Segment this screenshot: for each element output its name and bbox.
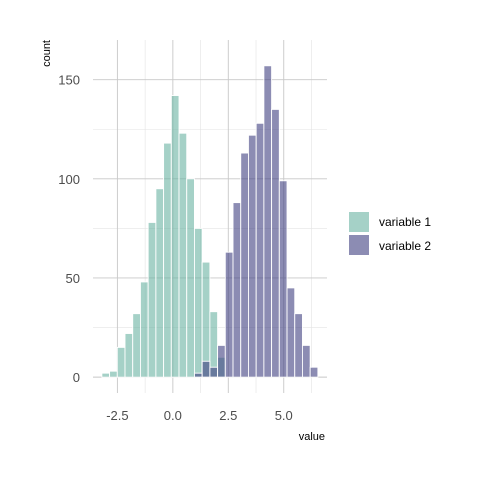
bar-variable-2	[201, 360, 211, 378]
bar-variable-1	[132, 313, 141, 378]
bar-variable-1	[186, 178, 195, 378]
legend-label-variable-2: variable 2	[379, 239, 431, 253]
bar-variable-2	[255, 122, 265, 378]
bar-variable-1	[101, 372, 111, 378]
x-tick-label: 5.0	[275, 408, 293, 423]
x-tick-label: 0.0	[164, 408, 182, 423]
bar-variable-1	[155, 188, 165, 378]
bar-variable-1	[139, 281, 149, 378]
bar-variable-1	[170, 95, 180, 378]
bar-variable-2	[278, 180, 288, 378]
bar-variable-2	[217, 344, 226, 378]
bar-variable-2	[209, 366, 219, 378]
bar-variable-1	[147, 221, 157, 378]
ticks-layer: -2.5 0.0 2.5 5.0 0 50 100 150	[58, 73, 292, 423]
bar-variable-2	[232, 202, 242, 378]
x-axis-title: value	[299, 431, 325, 443]
x-tick-label: 2.5	[219, 408, 237, 423]
y-axis-title: count	[41, 40, 53, 67]
bar-variable-2	[248, 134, 257, 378]
y-tick-label: 150	[58, 73, 80, 88]
bar-variable-2	[194, 372, 203, 378]
bar-variable-2	[294, 313, 303, 378]
bar-variable-1	[178, 132, 188, 378]
y-tick-label: 0	[73, 370, 80, 385]
legend: variable 1 variable 2	[349, 212, 431, 255]
bar-variable-1	[116, 346, 126, 378]
legend-swatch-variable-1	[349, 212, 369, 232]
bar-variable-2	[286, 287, 296, 378]
bar-variable-2	[301, 344, 311, 378]
bar-variable-2	[224, 251, 234, 378]
bar-variable-2	[240, 152, 249, 378]
bar-variable-2	[309, 366, 319, 378]
bar-variable-1	[201, 261, 211, 378]
y-tick-label: 100	[58, 172, 80, 187]
x-tick-label: -2.5	[106, 408, 128, 423]
bar-variable-2	[271, 108, 280, 378]
bar-variable-1	[194, 227, 203, 378]
bar-variable-2	[263, 65, 273, 378]
legend-label-variable-1: variable 1	[379, 215, 431, 229]
y-tick-label: 50	[66, 271, 80, 286]
bars-layer	[101, 65, 319, 378]
bar-variable-1	[109, 370, 118, 378]
legend-swatch-variable-2	[349, 235, 369, 255]
bar-variable-1	[163, 142, 172, 378]
bar-variable-1	[124, 333, 134, 378]
